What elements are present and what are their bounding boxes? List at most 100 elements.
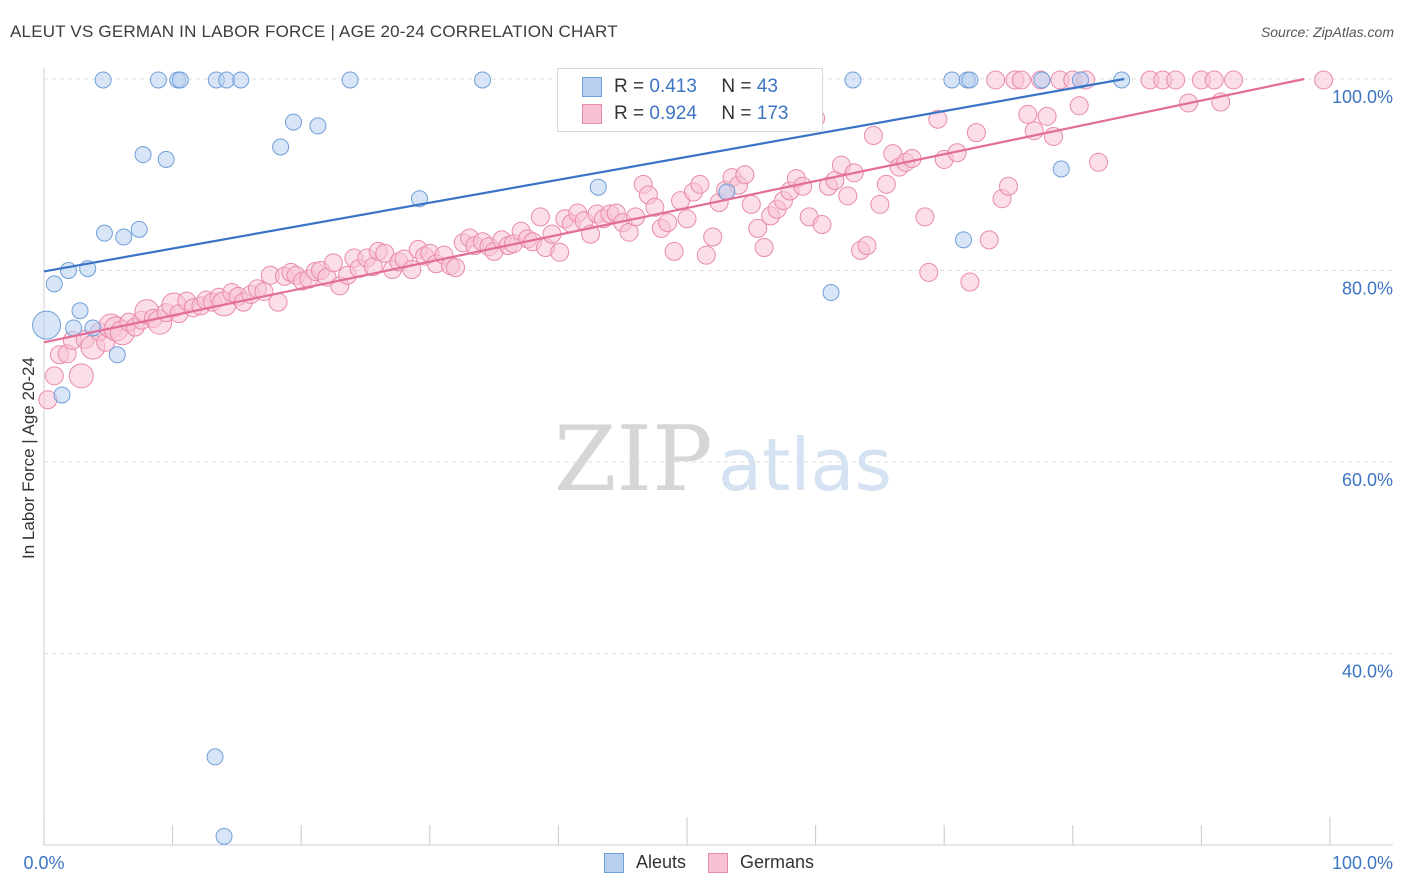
aleut-point[interactable]	[961, 71, 979, 89]
aleut-point[interactable]	[115, 228, 133, 246]
legend-row-aleuts: R = 0.413 N = 43	[582, 74, 778, 100]
aleut-point[interactable]	[134, 146, 152, 164]
german-legend-swatch	[708, 852, 729, 873]
aleut-point[interactable]	[149, 71, 167, 89]
german-point[interactable]	[966, 123, 986, 143]
source-label[interactable]: Source: ZipAtlas.com	[1260, 24, 1394, 40]
german-point[interactable]	[68, 363, 94, 389]
german-point[interactable]	[919, 262, 939, 282]
watermark-atlas: atlas	[718, 423, 892, 507]
aleut-point[interactable]	[1052, 160, 1070, 178]
german-point[interactable]	[690, 174, 710, 194]
german-point[interactable]	[915, 207, 935, 227]
german-point[interactable]	[1011, 70, 1031, 90]
legend-item-germans[interactable]: Germans	[708, 852, 814, 873]
x-tick-label-min: 0.0%	[23, 853, 64, 873]
german-point[interactable]	[870, 194, 890, 214]
german-point[interactable]	[323, 253, 343, 273]
aleut-point[interactable]	[130, 220, 148, 238]
axes: 0.0% 100.0%	[23, 68, 1393, 873]
german-point[interactable]	[812, 215, 832, 235]
german-point[interactable]	[857, 236, 877, 256]
german-point[interactable]	[664, 241, 684, 261]
aleut-point[interactable]	[822, 284, 840, 302]
german-point[interactable]	[928, 109, 948, 129]
aleut-point[interactable]	[1033, 71, 1051, 89]
aleut-point[interactable]	[1072, 71, 1090, 89]
aleut-point[interactable]	[108, 346, 126, 364]
german-point[interactable]	[1018, 104, 1038, 124]
aleut-point[interactable]	[284, 113, 302, 131]
german-trend-line	[43, 77, 1305, 344]
german-point[interactable]	[1314, 70, 1334, 90]
german-point[interactable]	[1224, 70, 1244, 90]
german-point[interactable]	[1089, 152, 1109, 172]
german-point[interactable]	[979, 230, 999, 250]
german-point[interactable]	[754, 238, 774, 258]
german-point[interactable]	[863, 125, 883, 145]
german-point[interactable]	[741, 194, 761, 214]
watermark-zip: ZIP	[554, 407, 713, 512]
german-point[interactable]	[960, 272, 980, 292]
german-point[interactable]	[1069, 96, 1089, 116]
aleut-point[interactable]	[943, 71, 961, 89]
aleut-point[interactable]	[157, 150, 175, 168]
aleut-point[interactable]	[45, 275, 63, 293]
german-point[interactable]	[530, 207, 550, 227]
german-point[interactable]	[1037, 106, 1057, 126]
y-tick-label: 40.0%	[1342, 662, 1393, 682]
german-point[interactable]	[735, 165, 755, 185]
german-point[interactable]	[645, 197, 665, 217]
german-point[interactable]	[748, 218, 768, 238]
german-point[interactable]	[876, 174, 896, 194]
german-point[interactable]	[550, 242, 570, 262]
y-axis-label: In Labor Force | Age 20-24	[19, 357, 38, 559]
aleut-point[interactable]	[32, 310, 62, 340]
german-point[interactable]	[375, 243, 395, 263]
german-point[interactable]	[793, 176, 813, 196]
german-point[interactable]	[703, 227, 723, 247]
aleut-point[interactable]	[309, 117, 327, 135]
aleut-point[interactable]	[53, 386, 71, 404]
german-point[interactable]	[1204, 70, 1224, 90]
aleut-point[interactable]	[206, 748, 224, 766]
aleut-point[interactable]	[589, 178, 607, 196]
aleut-point[interactable]	[844, 71, 862, 89]
german-n-value: 173	[756, 103, 789, 124]
german-point[interactable]	[999, 176, 1018, 196]
legend-item-aleuts[interactable]: Aleuts	[604, 852, 686, 873]
aleut-point[interactable]	[65, 319, 83, 337]
y-tick-label: 80.0%	[1342, 279, 1393, 299]
aleut-point[interactable]	[954, 231, 972, 249]
german-points	[38, 70, 1334, 410]
german-point[interactable]	[902, 148, 922, 168]
y-tick-label: 60.0%	[1342, 470, 1393, 490]
aleut-points	[32, 71, 1131, 845]
y-tick-label: 100.0%	[1332, 87, 1393, 107]
german-point[interactable]	[986, 70, 1006, 90]
german-point[interactable]	[677, 209, 697, 229]
aleut-point[interactable]	[474, 71, 492, 89]
series-legend: Aleuts Germans	[604, 852, 836, 873]
aleut-point[interactable]	[215, 827, 233, 845]
german-point[interactable]	[696, 245, 716, 265]
aleut-point[interactable]	[71, 302, 89, 320]
aleut-point[interactable]	[272, 138, 290, 156]
german-point[interactable]	[838, 186, 858, 206]
aleut-point[interactable]	[171, 71, 189, 89]
aleut-point[interactable]	[232, 71, 250, 89]
aleut-point[interactable]	[411, 190, 429, 208]
aleut-point[interactable]	[341, 71, 359, 89]
aleut-point[interactable]	[94, 71, 112, 89]
aleut-point[interactable]	[95, 224, 113, 242]
german-point[interactable]	[446, 258, 466, 278]
german-point[interactable]	[658, 213, 678, 233]
aleut-point[interactable]	[218, 71, 236, 89]
german-point[interactable]	[44, 366, 64, 386]
german-r-label: R =	[614, 103, 645, 124]
correlation-legend: R = 0.413 N = 43 R = 0.924 N = 173	[557, 68, 823, 132]
aleut-point[interactable]	[59, 262, 77, 279]
chart-title: ALEUT VS GERMAN IN LABOR FORCE | AGE 20-…	[10, 22, 618, 41]
german-point[interactable]	[1166, 70, 1186, 90]
